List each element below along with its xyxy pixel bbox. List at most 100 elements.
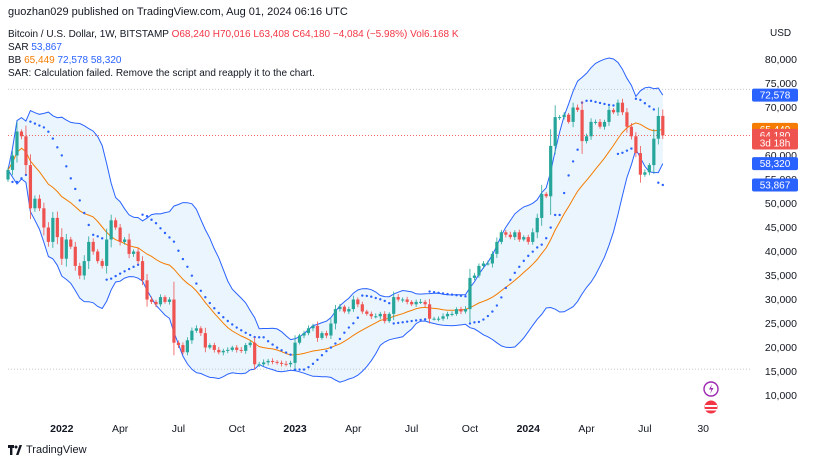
sar-dot xyxy=(284,351,288,354)
chart-legend: Bitcoin / U.S. Dollar, 1W, BITSTAMP O68,… xyxy=(8,28,459,80)
sar-dot xyxy=(513,271,517,275)
sar-dot xyxy=(639,98,642,102)
y-tick-label: 15,000 xyxy=(765,366,797,378)
candle-body xyxy=(302,333,306,336)
sar-dot xyxy=(186,265,189,268)
sar-dot xyxy=(634,97,638,100)
candle-body xyxy=(450,313,454,315)
candle-body xyxy=(167,299,172,302)
candle-body xyxy=(320,333,324,338)
sar-dot xyxy=(65,165,68,168)
candle-body xyxy=(24,136,28,166)
candle-body xyxy=(432,318,436,320)
candle-body xyxy=(230,347,234,350)
sar-row[interactable]: SAR 53,867 xyxy=(8,41,459,54)
currency-label[interactable]: USD xyxy=(770,28,792,39)
sar-dot xyxy=(482,318,485,321)
candle-body xyxy=(472,275,477,278)
price-label-text: 53,867 xyxy=(760,180,791,191)
sar-dot xyxy=(396,321,400,325)
sar-dot xyxy=(275,346,279,349)
price-label-box xyxy=(752,88,798,102)
sar-dot xyxy=(661,183,665,187)
candle-body xyxy=(571,107,575,122)
sar-dot xyxy=(410,319,413,323)
candle-body xyxy=(387,313,391,322)
candle-body xyxy=(383,313,387,322)
candle-body xyxy=(463,309,468,312)
sar-dot xyxy=(298,368,301,371)
price-label-box xyxy=(752,157,798,171)
candle-body xyxy=(481,263,486,266)
bb-row[interactable]: BB 65,449 72,578 58,320 xyxy=(8,54,459,67)
sar-dot xyxy=(648,105,651,108)
candle-body xyxy=(378,313,382,317)
y-tick-label: 45,000 xyxy=(765,222,797,234)
sar-dot xyxy=(217,311,220,315)
sar-dot xyxy=(392,322,395,325)
sar-dot xyxy=(405,320,409,323)
candle-body xyxy=(266,360,270,363)
sar-dot xyxy=(437,291,440,295)
sar-dot xyxy=(522,259,525,263)
sar-dot xyxy=(199,289,203,292)
candle-body xyxy=(78,265,82,276)
x-tick-label: 2023 xyxy=(283,423,307,435)
y-tick-label: 20,000 xyxy=(765,342,797,354)
sar-dot xyxy=(266,339,270,343)
candle-body xyxy=(109,220,113,240)
sar-dot xyxy=(509,278,512,282)
sar-dot xyxy=(257,336,261,339)
bb-band-fill xyxy=(8,58,663,383)
candle-body xyxy=(661,115,665,136)
sar-dot xyxy=(11,180,14,184)
sar-dot xyxy=(464,295,467,298)
sar-dot xyxy=(293,368,297,371)
candle-body xyxy=(185,340,189,353)
candle-body xyxy=(634,136,638,154)
candle-body xyxy=(28,165,33,209)
candle-body xyxy=(199,328,203,334)
symbol-name: Bitcoin / U.S. Dollar, 1W, BITSTAMP xyxy=(8,29,169,40)
candle-body xyxy=(454,309,459,314)
candle-body xyxy=(643,172,647,175)
sar-dot xyxy=(657,181,660,184)
sar-dot xyxy=(370,295,373,298)
candle-body xyxy=(262,362,266,365)
sar-dot xyxy=(643,102,647,105)
candle-body xyxy=(217,349,221,353)
sar-dot xyxy=(504,286,508,290)
sar-dot xyxy=(51,137,55,140)
sar-dot xyxy=(78,199,81,202)
candle-body xyxy=(616,102,620,113)
sar-dot xyxy=(491,310,494,313)
sar-dot xyxy=(213,307,216,310)
sar-dot xyxy=(316,358,319,362)
sar-dot xyxy=(459,294,463,297)
candle-body xyxy=(194,328,198,331)
candle-body xyxy=(540,193,544,218)
candle-body xyxy=(517,232,521,240)
sar-dot xyxy=(311,362,315,366)
sar-dot xyxy=(553,213,557,217)
footer-brand: TradingView xyxy=(26,444,87,456)
sar-dot xyxy=(222,315,225,319)
sar-dot xyxy=(172,240,176,243)
candle-body xyxy=(522,237,526,240)
candle-body xyxy=(87,241,91,262)
candle-body xyxy=(593,121,598,123)
x-tick-label: Jul xyxy=(405,423,418,435)
candle-body xyxy=(42,208,46,228)
candle-body xyxy=(414,301,418,305)
price-label-text: 72,578 xyxy=(760,91,791,102)
sar-dot xyxy=(320,354,324,357)
candle-body xyxy=(91,241,95,252)
sar-dot xyxy=(123,270,126,273)
sar-dot xyxy=(100,237,104,240)
sar-dot xyxy=(625,149,629,152)
sar-dot xyxy=(383,299,386,303)
sar-dot xyxy=(92,233,95,237)
candle-body xyxy=(607,109,611,122)
sar-dot xyxy=(616,152,620,156)
